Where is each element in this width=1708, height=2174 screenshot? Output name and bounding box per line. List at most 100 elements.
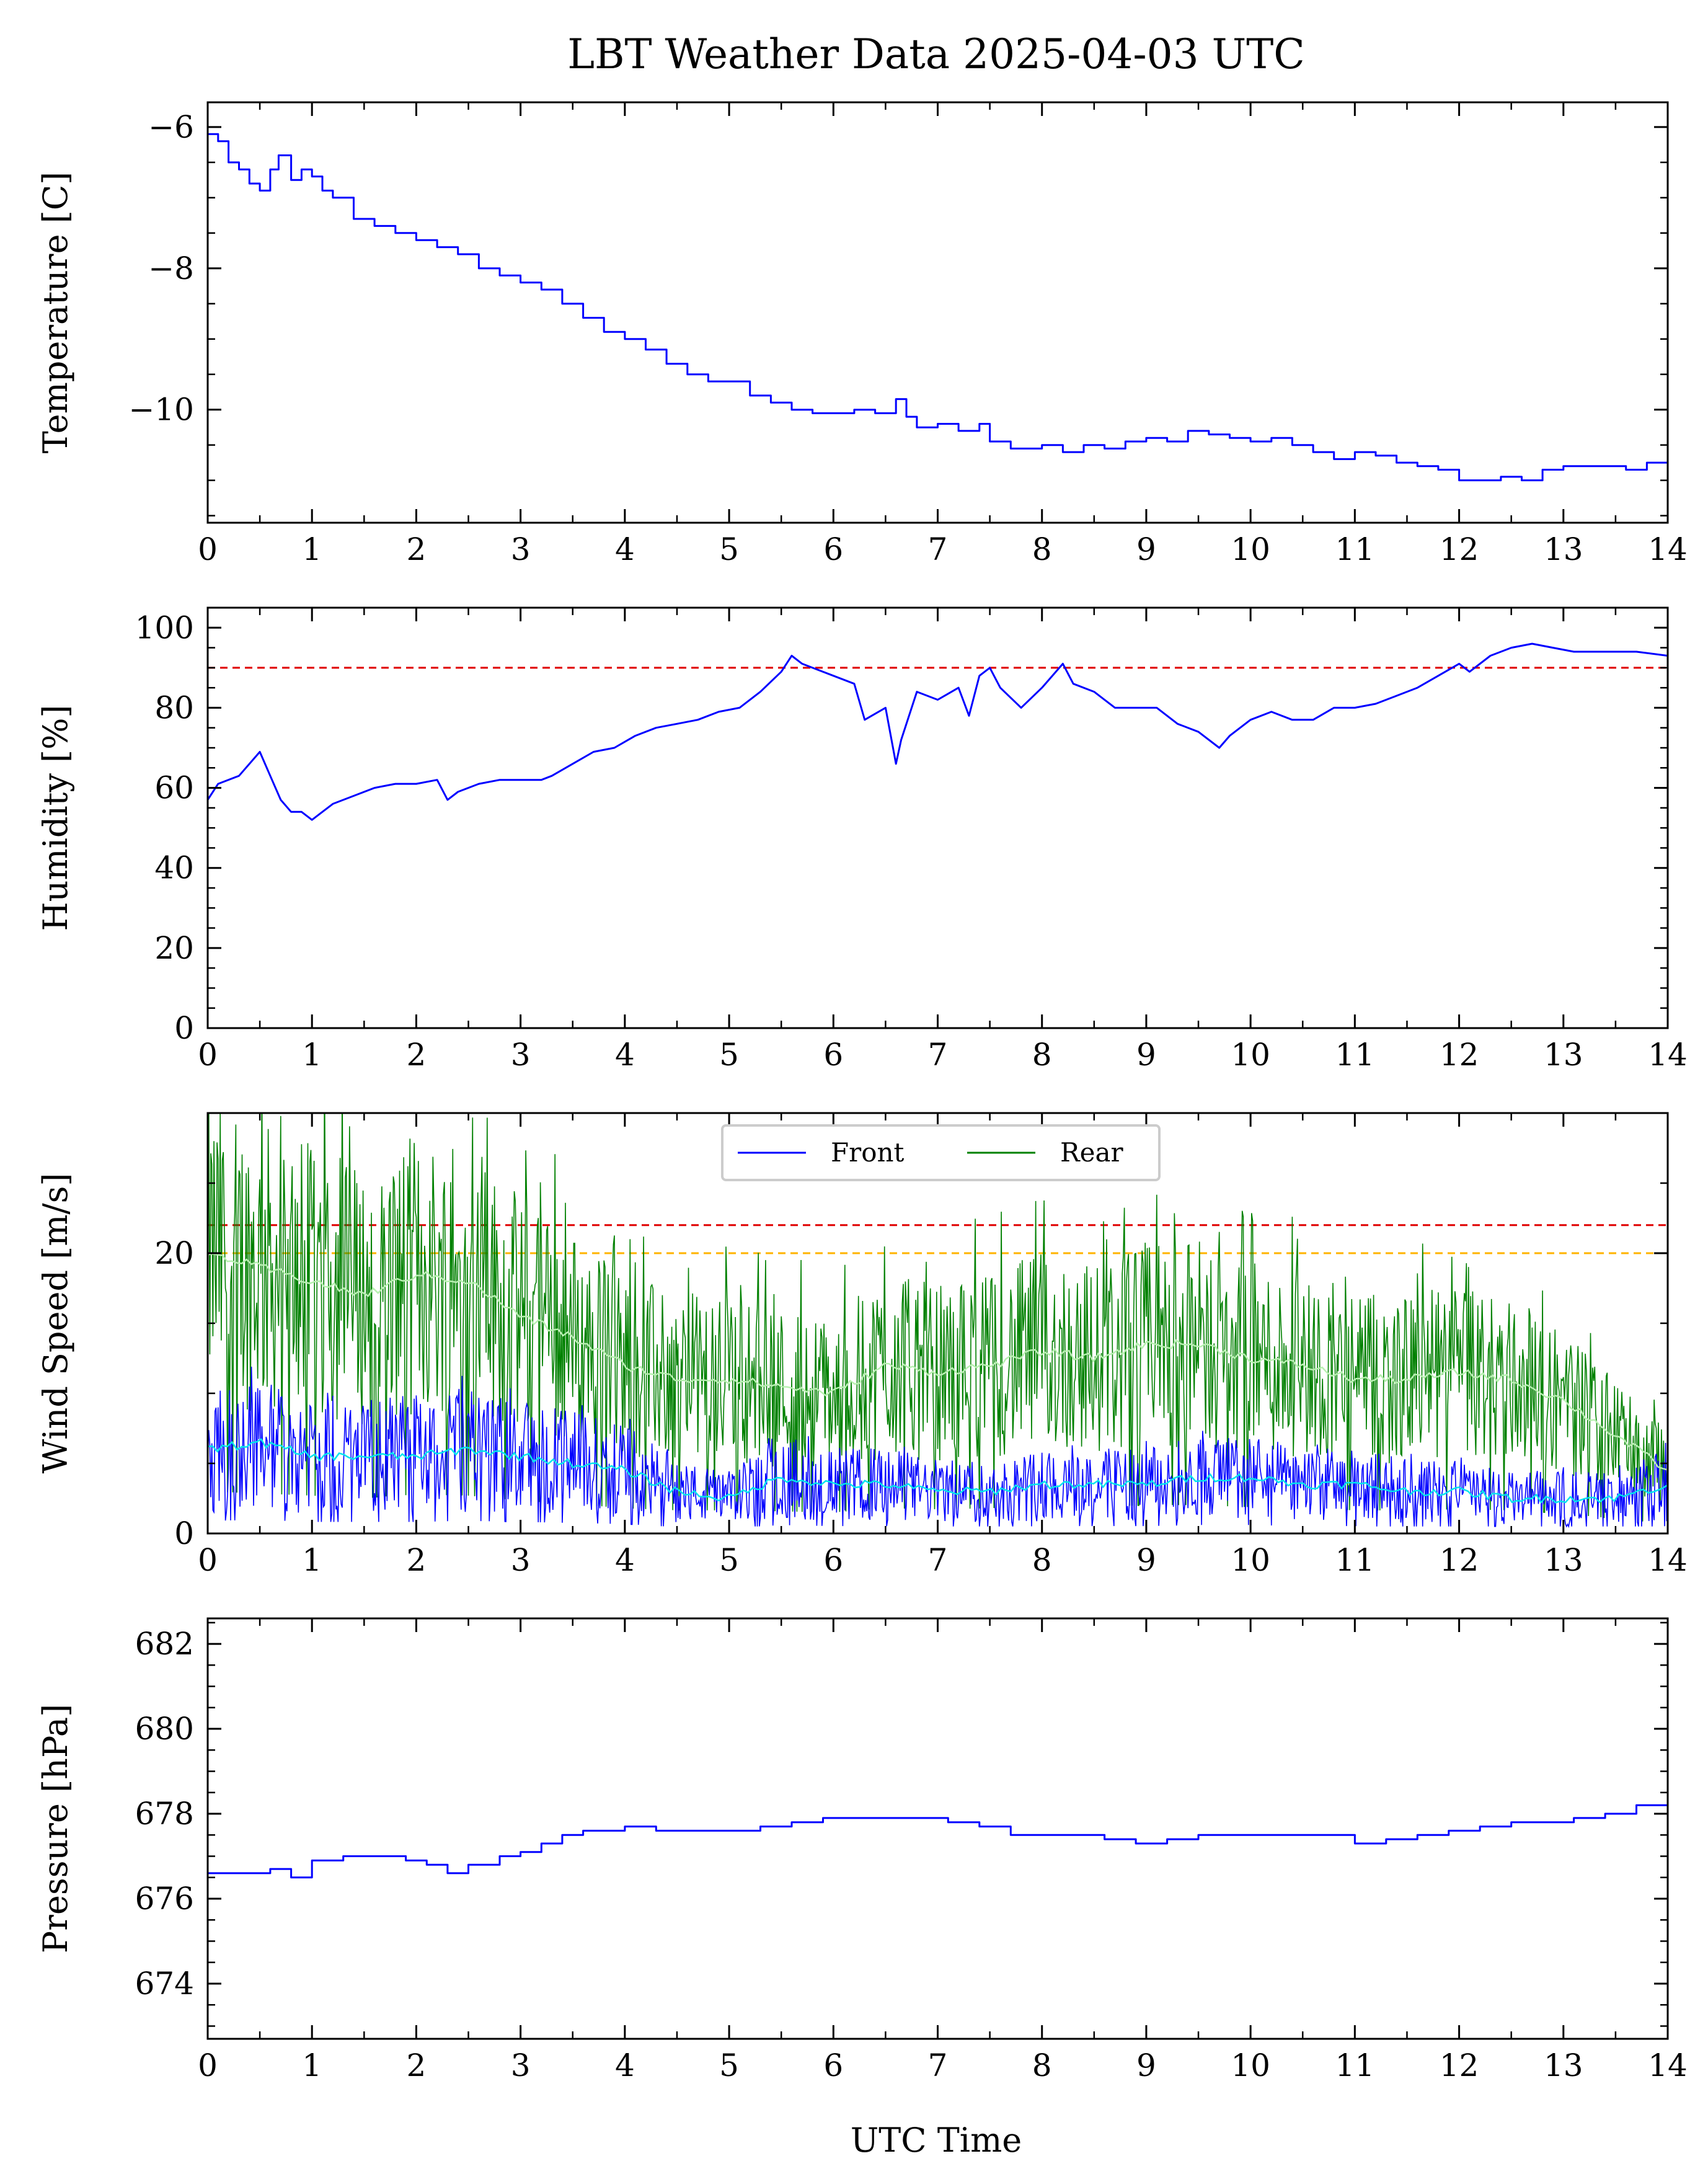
x-tick-label: 7: [928, 1037, 948, 1073]
pressure-axes-frame: [206, 1617, 1669, 2040]
x-tick-label: 10: [1231, 531, 1270, 567]
x-tick-label: 8: [1032, 531, 1052, 567]
x-tick-label: 10: [1231, 2048, 1270, 2083]
x-tick-label: 1: [302, 2048, 322, 2083]
rear-series-line: [208, 1113, 1668, 1522]
pressure-y-axis-label: Pressure [hPa]: [36, 1704, 75, 1953]
x-tick-label: 4: [615, 531, 635, 567]
temperature-y-axis-label: Temperature [C]: [36, 172, 75, 453]
y-tick-label: 60: [154, 770, 194, 806]
x-tick-label: 7: [928, 1542, 948, 1578]
x-tick-label: 5: [719, 2048, 739, 2083]
x-axis-label: UTC Time: [851, 2121, 1022, 2160]
x-tick-label: 7: [928, 2048, 948, 2083]
pressure-series-line: [208, 1801, 1668, 1879]
x-tick-label: 3: [511, 531, 531, 567]
x-tick-label: 9: [1136, 1542, 1156, 1578]
wind-speed-panel: Wind Speed [m/s] 0 1 2 3 4 5 6 7 8 9 10 11 12 13 14020…: [36, 1112, 1688, 1578]
x-tick-label: 12: [1440, 1037, 1479, 1073]
x-tick-label: 0: [198, 1037, 218, 1073]
x-tick-label: 1: [302, 531, 322, 567]
y-tick-label: −6: [148, 109, 194, 145]
temperature-plot-area: [208, 133, 1668, 482]
x-tick-label: 7: [928, 531, 948, 567]
humidity-series-line: [208, 642, 1668, 821]
x-tick-label: 8: [1032, 2048, 1052, 2083]
temperature-panel: Temperature [C] 0 1 2 3 4 5 6 7 8 9 10 11 12 13 14−10−…: [36, 101, 1688, 567]
wind-plot-area: [208, 1113, 1668, 1528]
x-tick-label: 6: [823, 531, 843, 567]
x-tick-label: 5: [719, 1037, 739, 1073]
x-tick-label: 3: [511, 1037, 531, 1073]
y-tick-label: 20: [154, 1235, 194, 1271]
x-tick-label: 0: [198, 1542, 218, 1578]
y-tick-label: 100: [135, 610, 194, 646]
x-tick-label: 13: [1544, 1037, 1583, 1073]
x-tick-label: 1: [302, 1542, 322, 1578]
x-tick-label: 2: [407, 2048, 427, 2083]
x-tick-label: 6: [823, 1542, 843, 1578]
x-tick-label: 4: [615, 1542, 635, 1578]
x-tick-label: 11: [1335, 1037, 1375, 1073]
x-tick-label: 12: [1440, 1542, 1479, 1578]
x-tick-label: 5: [719, 531, 739, 567]
pressure-panel: Pressure [hPa] 0 1 2 3 4 5 6 7 8 9 10 11 12 13 1467467…: [36, 1617, 1688, 2083]
x-tick-label: 5: [719, 1542, 739, 1578]
x-tick-label: 2: [407, 531, 427, 567]
y-tick-label: 676: [135, 1881, 194, 1917]
x-tick-label: 11: [1335, 1542, 1375, 1578]
x-tick-label: 12: [1440, 2048, 1479, 2083]
legend-box: [721, 1124, 1161, 1181]
x-tick-label: 11: [1335, 531, 1375, 567]
temperature-series-line: [208, 133, 1668, 482]
y-tick-label: 20: [154, 930, 194, 966]
rear-average-line: [208, 1253, 1668, 1471]
y-tick-label: 682: [135, 1626, 194, 1662]
x-tick-label: 4: [615, 1037, 635, 1073]
y-tick-label: 0: [174, 1515, 194, 1551]
humidity-plot-area: [208, 642, 1668, 821]
x-tick-label: 2: [407, 1542, 427, 1578]
x-tick-label: 12: [1440, 531, 1479, 567]
humidity-panel: Humidity [%] 0 1 2 3 4 5 6 7 8 9 10 11 12 13 140204060…: [36, 606, 1688, 1073]
x-tick-label: 10: [1231, 1542, 1270, 1578]
y-tick-label: 0: [174, 1010, 194, 1046]
y-tick-label: 680: [135, 1711, 194, 1747]
wind-speed-y-axis-label: Wind Speed [m/s]: [36, 1173, 75, 1474]
x-tick-label: 13: [1544, 1542, 1583, 1578]
y-tick-label: 674: [135, 1966, 194, 2002]
x-tick-label: 8: [1032, 1037, 1052, 1073]
figure-title: LBT Weather Data 2025-04-03 UTC: [567, 30, 1305, 78]
front-average-line: [208, 1438, 1668, 1504]
y-tick-label: −8: [148, 251, 194, 286]
x-tick-label: 6: [823, 2048, 843, 2083]
temperature-axes-frame: [206, 101, 1669, 524]
x-tick-label: 14: [1648, 531, 1688, 567]
y-tick-label: 80: [154, 690, 194, 725]
front-series-line: [208, 1367, 1668, 1528]
y-tick-label: −10: [128, 392, 194, 428]
x-tick-label: 0: [198, 2048, 218, 2083]
x-tick-label: 0: [198, 531, 218, 567]
x-tick-label: 3: [511, 2048, 531, 2083]
x-tick-label: 14: [1648, 1542, 1688, 1578]
y-tick-label: 40: [154, 850, 194, 886]
pressure-plot-area: [208, 1801, 1668, 1879]
x-tick-label: 13: [1544, 2048, 1583, 2083]
x-tick-label: 14: [1648, 1037, 1688, 1073]
x-tick-label: 4: [615, 2048, 635, 2083]
y-tick-label: 678: [135, 1796, 194, 1832]
x-tick-label: 9: [1136, 2048, 1156, 2083]
legend-label-rear: Rear: [1060, 1137, 1124, 1168]
x-tick-label: 2: [407, 1037, 427, 1073]
x-tick-label: 8: [1032, 1542, 1052, 1578]
x-tick-label: 1: [302, 1037, 322, 1073]
x-tick-label: 13: [1544, 531, 1583, 567]
legend-label-front: Front: [831, 1137, 905, 1168]
x-tick-label: 3: [511, 1542, 531, 1578]
humidity-y-axis-label: Humidity [%]: [36, 704, 75, 931]
x-tick-label: 9: [1136, 531, 1156, 567]
x-tick-label: 10: [1231, 1037, 1270, 1073]
wind-legend: Front Rear: [721, 1124, 1161, 1181]
